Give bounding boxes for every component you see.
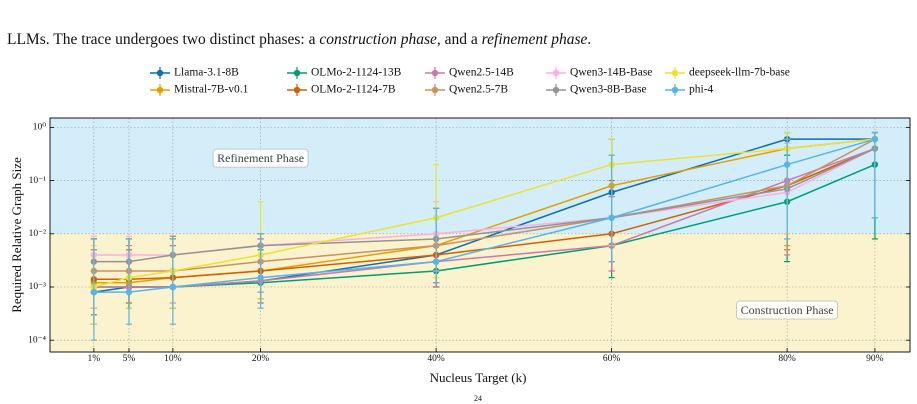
legend-label: deepseek-llm-7b-base [689,67,790,79]
data-point [871,135,879,143]
legend-marker [671,86,679,94]
legend-item: Llama-3.1-8B [150,67,239,79]
x-tick-label: 1% [88,354,101,364]
series [90,131,879,341]
x-tick-label: 90% [866,354,884,364]
plot-area [50,118,910,352]
x-tick-label: 40% [427,354,445,364]
legend-marker [293,69,301,77]
caption-part: LLMs. The trace undergoes two distinct p… [7,31,319,48]
x-tick-label: 10% [164,354,182,364]
legend-item: OLMo-2-1124-7B [287,84,396,96]
legend-item: Mistral-7B-v0.1 [150,84,249,96]
x-tick-label: 80% [778,354,796,364]
phase-label: Refinement Phase [217,151,304,165]
legend-label: OLMo-2-1124-13B [311,67,402,79]
y-tick-label: 10⁰ [33,123,47,133]
series-line [93,147,876,256]
legend-label: Mistral-7B-v0.1 [174,84,249,96]
y-axis-label: Required Relative Graph Size [9,157,24,313]
legend-label: OLMo-2-1124-7B [311,84,396,96]
page-number: 24 [474,394,482,403]
x-axis-label: Nucleus Target (k) [430,370,527,385]
phase-region [50,233,910,352]
legend-label: Qwen3-14B-Base [570,67,652,79]
caption-part: construction phase [319,31,437,48]
legend-item: OLMo-2-1124-13B [287,67,402,79]
annotation-box [736,300,839,320]
data-point [257,274,264,281]
data-point [432,258,440,265]
x-tick-label: 60% [603,354,621,364]
legend-item: deepseek-llm-7b-base [665,67,790,79]
legend-item: Qwen2.5-7B [425,84,508,96]
y-tick-label: 10⁻¹ [29,176,47,186]
y-tick-label: 10⁻⁴ [28,335,47,345]
data-point [125,288,133,296]
series-line [93,138,875,284]
caption-part: refinement phase [482,31,588,48]
plot-frame [49,117,911,353]
legend-marker [671,69,679,77]
x-tick-label: 5% [123,354,136,364]
phase-label: Construction Phase [741,303,834,317]
series-line [93,147,876,263]
x-tick-label: 20% [252,354,270,364]
annotation-box [212,148,309,168]
legend-marker [293,86,301,94]
legend-label: Qwen2.5-7B [449,84,508,96]
caption-part: . [587,31,591,48]
legend-label: Qwen3-8B-Base [570,84,647,96]
series-line [93,138,875,288]
legend-label: Qwen2.5-14B [449,67,514,79]
data-point [783,161,791,168]
caption: LLMs. The trace undergoes two distinct p… [7,31,591,48]
legend-item: Qwen2.5-14B [425,67,514,79]
data-point [169,283,177,291]
legend-item: Qwen3-8B-Base [546,84,647,96]
phase-region [50,118,910,234]
legend-marker [431,86,439,94]
data-point [90,288,98,296]
legend-marker [431,69,439,77]
legend-marker [156,86,164,94]
legend-label: Llama-3.1-8B [174,67,239,79]
phase-annotation: Construction Phase [736,300,839,320]
series-line [93,138,876,293]
y-tick-label: 10⁻² [29,229,47,239]
legend-item: Qwen3-14B-Base [546,67,652,79]
legend-marker [552,86,560,94]
data-point [608,214,615,221]
legend-label: phi-4 [689,84,714,96]
phase-annotation: Refinement Phase [212,148,309,168]
series-line [93,138,876,272]
y-tick-label: 10⁻³ [29,282,47,292]
legend-item: phi-4 [665,84,714,96]
legend-marker [552,69,560,77]
caption-part: , and a [437,31,482,48]
legend-marker [156,69,164,77]
